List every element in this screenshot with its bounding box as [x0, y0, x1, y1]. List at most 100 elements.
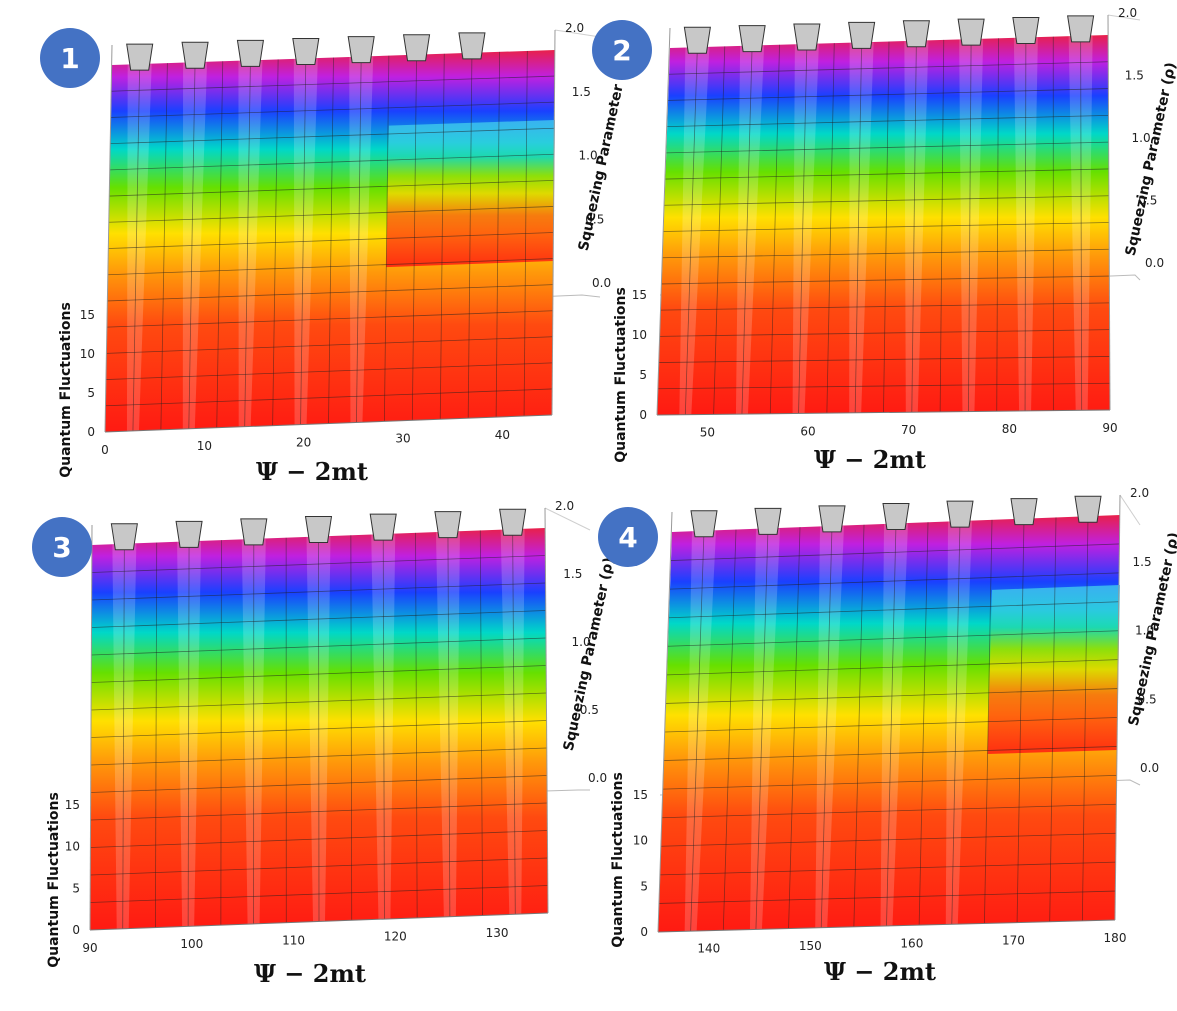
y-tick-label: 0.5: [580, 703, 599, 717]
mesh-line: [788, 527, 801, 929]
z-tick-label: 0: [640, 925, 648, 939]
mesh-line: [1016, 518, 1025, 923]
x-tick-label: 140: [697, 942, 720, 956]
peak-cap: [369, 513, 397, 541]
mesh-line: [883, 41, 890, 413]
x-tick-label: 170: [1002, 934, 1025, 948]
x-tick-label: 90: [82, 941, 97, 955]
mesh-line: [820, 525, 833, 928]
x-axis-label: Ψ − 2mt: [254, 959, 366, 988]
y-tick-label: 0.0: [1140, 761, 1159, 775]
peak-cap: [683, 26, 711, 54]
z-tick-label: 5: [640, 879, 648, 893]
x-tick-label: 160: [900, 936, 923, 950]
peak-cap: [434, 511, 462, 539]
panel-badge: [592, 20, 652, 80]
mesh-line: [741, 45, 753, 415]
mesh-line: [328, 57, 334, 424]
mesh-line: [467, 52, 473, 419]
mesh-line: [918, 522, 929, 926]
peak-cap: [902, 20, 930, 48]
z-tick-label: 15: [65, 798, 80, 812]
z-axis-label: Quantum Fluctuations: [58, 302, 74, 478]
y-tick-label: 1.5: [572, 85, 591, 99]
mesh-line: [356, 56, 362, 423]
mesh-line: [853, 524, 865, 927]
peak-cap: [240, 518, 268, 546]
mesh-line: [798, 43, 808, 414]
panel-number: 1: [60, 42, 79, 75]
y-tick-label: 1.0: [1132, 131, 1151, 145]
z-tick-label: 5: [639, 368, 647, 382]
peak-cap: [402, 34, 431, 62]
mesh-line: [826, 43, 835, 414]
mesh-line: [1080, 35, 1083, 411]
z-tick-label: 15: [633, 788, 648, 802]
y-axis-label: Squeezing Parameter (ρ): [1123, 61, 1177, 257]
peak-cap: [236, 39, 265, 67]
panel-badge: [32, 517, 92, 577]
box-edge: [1114, 494, 1121, 921]
mesh-line: [684, 47, 698, 415]
x-tick-label: 130: [486, 926, 509, 940]
mesh-line: [769, 44, 780, 414]
peak-cap: [181, 41, 209, 69]
z-axis-label: Quantum Fluctuations: [610, 772, 626, 948]
box-edge: [104, 414, 553, 433]
box-edge: [656, 409, 1111, 416]
peak-cap: [499, 508, 527, 536]
mesh-line: [523, 50, 528, 417]
box-edge: [554, 29, 601, 38]
peak-cap: [754, 507, 782, 535]
peak-cap: [126, 43, 154, 71]
box-edge: [89, 524, 93, 931]
box-edge: [657, 511, 673, 933]
mesh-line: [911, 40, 917, 413]
peak-cap: [690, 510, 718, 538]
y-tick-label: 1.5: [1125, 69, 1144, 83]
peak-cap: [292, 37, 320, 65]
mesh-line: [939, 39, 945, 412]
mesh-line: [272, 59, 279, 426]
y-tick-label: 0.5: [585, 212, 604, 226]
mesh-line: [755, 528, 769, 930]
mesh-line: [447, 531, 451, 917]
y-tick-label: 0.0: [588, 771, 607, 785]
mesh-line: [220, 540, 222, 926]
mesh-line: [854, 42, 863, 413]
box-edge: [104, 44, 113, 433]
peak-cap: [882, 503, 910, 530]
x-tick-label: 30: [395, 432, 410, 446]
x-tick-label: 0: [101, 443, 109, 457]
peak-cap: [957, 18, 985, 46]
panel-number: 4: [618, 521, 637, 554]
panel-2: 50 60 70 80 90 0 5 10 15 0.0 0.5 1.0 1.5 2.0 Ψ − 2mt Sq…: [592, 6, 1177, 474]
panel-badge: [40, 28, 100, 88]
y-tick-label: 0.5: [1138, 692, 1157, 706]
z-tick-label: 10: [632, 328, 647, 342]
panel-number: 3: [52, 531, 71, 564]
peak-cap: [304, 516, 333, 543]
z-tick-label: 0: [639, 408, 647, 422]
x-tick-label: 110: [282, 933, 305, 947]
mesh-line: [1081, 516, 1089, 921]
y-tick-label: 1.0: [1135, 624, 1154, 638]
y-tick-label: 1.0: [579, 149, 598, 163]
panel-4: 140 150 160 170 180 0 5 10 15 0.0 0.5 1.0 1.5 2.0 Ψ − …: [598, 486, 1177, 986]
x-tick-label: 60: [800, 424, 815, 438]
x-tick-label: 90: [1102, 421, 1117, 435]
y-tick-label: 1.5: [1133, 555, 1152, 569]
mesh-line: [187, 541, 190, 927]
x-tick-label: 100: [180, 937, 203, 951]
x-tick-label: 80: [1002, 422, 1017, 436]
z-tick-label: 0: [87, 425, 95, 439]
peak-cap: [1074, 495, 1102, 523]
mesh-line: [350, 535, 353, 921]
z-tick-label: 10: [633, 834, 648, 848]
z-tick-label: 10: [65, 840, 80, 854]
z-tick-label: 10: [80, 347, 95, 361]
z-axis-label: Quantum Fluctuations: [46, 792, 62, 968]
mesh-line: [122, 543, 125, 929]
peak-cap: [1012, 16, 1040, 44]
mesh-line: [690, 530, 705, 932]
